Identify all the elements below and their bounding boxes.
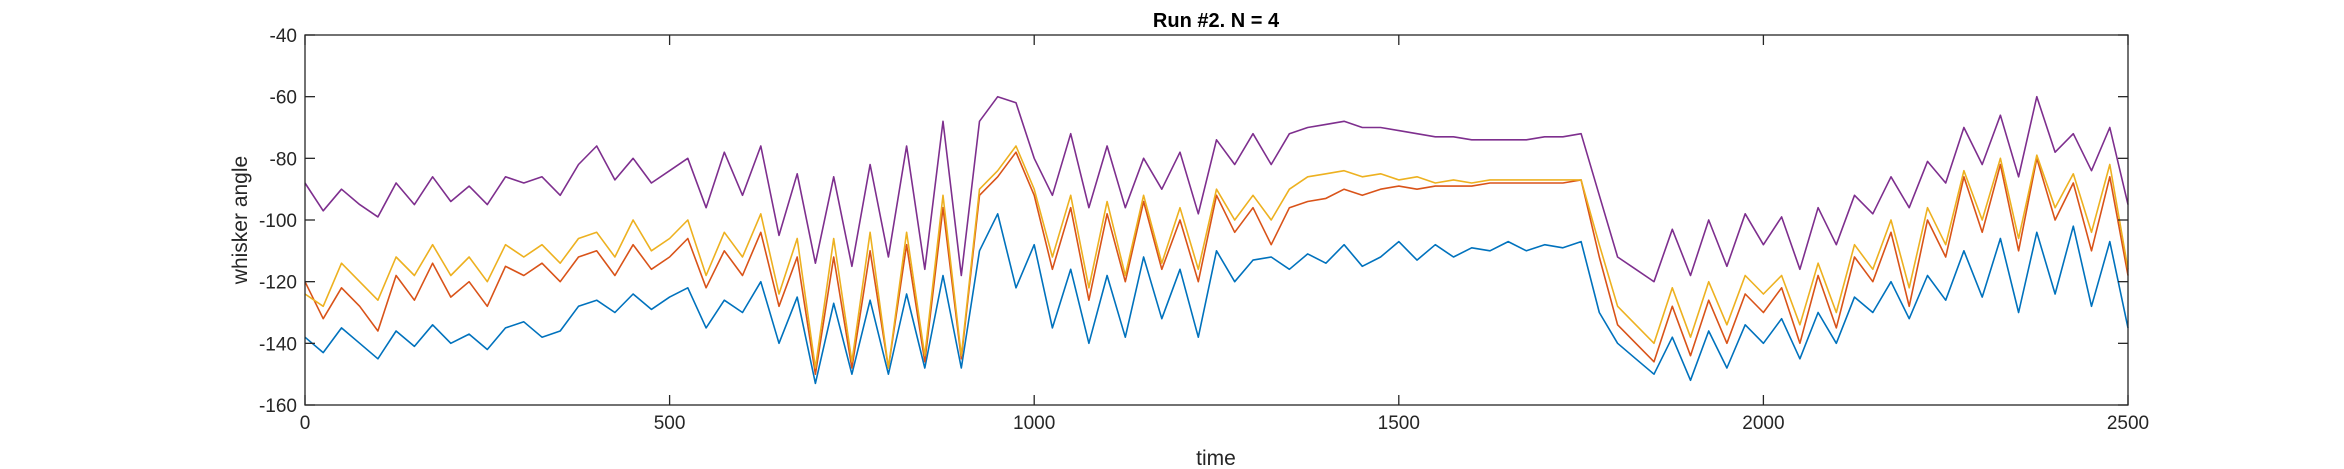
series-layer bbox=[304, 95, 2129, 385]
series-line-1 bbox=[304, 213, 2129, 385]
x-axis-label: time bbox=[1196, 447, 1236, 469]
x-tick-label: 1000 bbox=[1013, 413, 1055, 434]
x-tick-label: 2000 bbox=[1742, 413, 1784, 434]
chart-title: Run #2. N = 4 bbox=[1153, 10, 1280, 32]
x-tick-label: 2500 bbox=[2107, 413, 2149, 434]
y-tick-label: -80 bbox=[270, 149, 297, 170]
y-tick-label: -140 bbox=[259, 334, 297, 355]
ticks-layer: 0 500 1000 1500 2000 2500 -160 -140 -120 -100 -80 -… bbox=[259, 26, 2149, 434]
plot-area bbox=[305, 35, 2128, 405]
series-line-4 bbox=[304, 95, 2129, 283]
series-line-2 bbox=[304, 151, 2129, 376]
y-tick-label: -160 bbox=[259, 396, 297, 417]
plot-frame bbox=[304, 34, 2129, 406]
y-tick-label: -40 bbox=[270, 26, 297, 47]
y-tick-label: -60 bbox=[270, 88, 297, 109]
series-line-3 bbox=[304, 145, 2129, 369]
y-tick-label: -100 bbox=[259, 211, 297, 232]
y-tick-label: -120 bbox=[259, 273, 297, 294]
x-tick-label: 0 bbox=[300, 413, 311, 434]
x-tick-label: 500 bbox=[654, 413, 686, 434]
x-tick-label: 1500 bbox=[1378, 413, 1420, 434]
y-axis-label: whisker angle bbox=[229, 156, 252, 285]
